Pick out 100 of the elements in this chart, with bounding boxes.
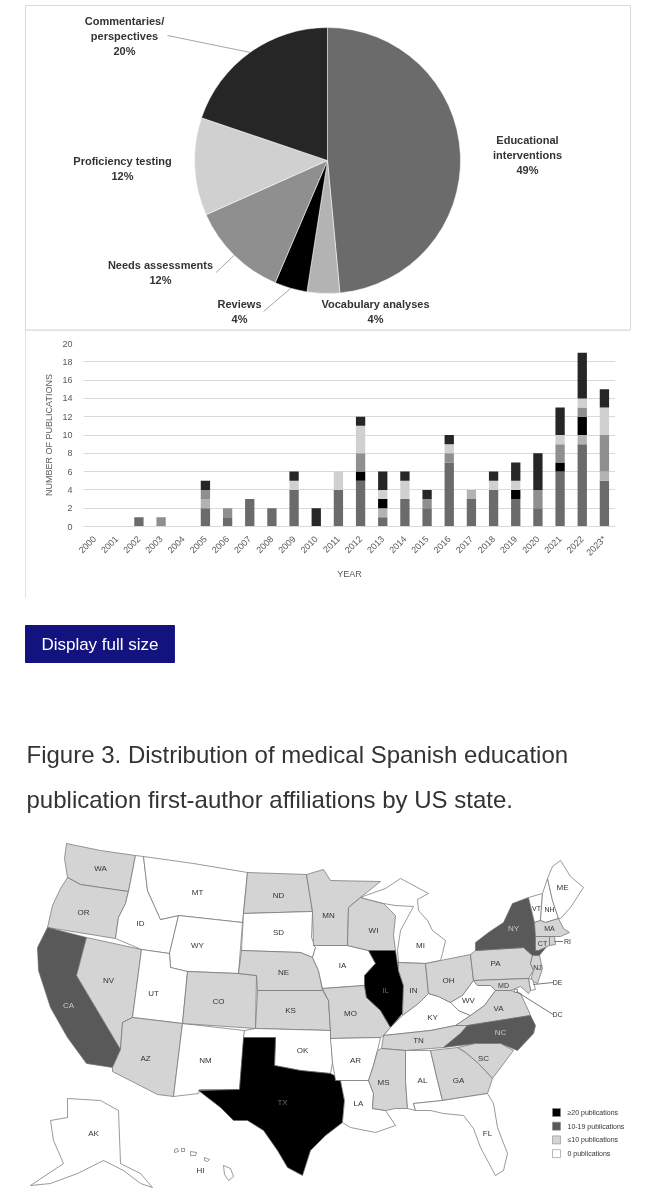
bar: [511, 462, 521, 481]
bar: [200, 489, 211, 500]
y-tick-label: 8: [67, 448, 73, 459]
bar: [400, 471, 410, 481]
bar: [444, 453, 454, 463]
category-label: CO: [212, 997, 225, 1006]
bar: [511, 499, 521, 527]
slice-label: Educational interventions: [492, 133, 563, 161]
bar: [333, 489, 344, 527]
data-label: 4%: [367, 313, 384, 325]
bar: [222, 517, 233, 527]
y-tick-label: 0: [67, 521, 73, 532]
bar: [577, 416, 587, 435]
bar: [245, 499, 255, 527]
category-label: TX: [277, 1098, 289, 1107]
bar: [422, 489, 432, 500]
bar: [599, 407, 610, 435]
category-label: FL: [482, 1129, 493, 1138]
bar: [378, 471, 388, 490]
category-label: LA: [353, 1099, 365, 1108]
category-label: WA: [94, 864, 108, 873]
text: Display full size: [41, 634, 159, 654]
category-label: CA: [62, 1001, 75, 1010]
y-tick-label: 10: [62, 430, 73, 440]
bar: [533, 489, 543, 509]
bar: [488, 489, 499, 527]
bar: [444, 435, 454, 445]
category-label: OR: [77, 908, 90, 917]
data-label: 49%: [516, 163, 539, 176]
bar: [577, 435, 587, 445]
category-label: KY: [427, 1013, 439, 1022]
bar: [378, 517, 388, 527]
bar: [577, 352, 587, 399]
bar: [488, 480, 499, 490]
category-label: HI: [196, 1166, 205, 1175]
category-label: ND: [272, 891, 285, 900]
bar: [289, 471, 299, 481]
x-axis-title: YEAR: [337, 569, 363, 580]
category-label: MT: [191, 888, 204, 897]
category-label: NC: [494, 1028, 507, 1037]
y-tick-label: 6: [67, 466, 73, 477]
category-label: SD: [272, 928, 285, 937]
bar: [422, 499, 432, 509]
slice-label: Commentaries/perspectives: [84, 14, 165, 42]
data-label: 12%: [111, 170, 134, 182]
bar: [599, 389, 610, 408]
bar: [222, 508, 233, 518]
category-label: ID: [136, 919, 145, 928]
bar: [511, 489, 521, 500]
bar: [444, 444, 454, 454]
category-label: UT: [148, 989, 159, 998]
y-tick-label: 18: [62, 356, 73, 367]
category-label: MS: [377, 1078, 390, 1087]
bar: [555, 444, 565, 463]
bar: [555, 407, 565, 435]
y-tick-label: 2: [67, 503, 73, 514]
category-label: WY: [191, 941, 205, 950]
y-tick-label: 20: [62, 338, 73, 349]
bar: [466, 499, 477, 527]
y-tick-label: 14: [62, 393, 73, 404]
category-label: NY: [507, 924, 520, 933]
category-label: IL: [382, 986, 390, 995]
category-label: VA: [493, 1004, 505, 1013]
bar: [267, 508, 277, 527]
category-label: OK: [296, 1046, 309, 1055]
bar: [488, 471, 499, 481]
bar: [355, 453, 366, 472]
bar: [156, 517, 166, 527]
bar: [577, 444, 587, 527]
bar: [555, 471, 565, 527]
bar: [533, 453, 543, 490]
category-label: WI: [368, 926, 379, 935]
bar: [577, 407, 587, 417]
category-label: WV: [462, 996, 476, 1005]
category-label: ME: [556, 883, 569, 892]
bar: [533, 508, 543, 527]
bar: [400, 499, 410, 527]
bar: [555, 435, 565, 445]
bar: [378, 508, 388, 518]
y-tick-label: 12: [62, 411, 73, 422]
bar: [577, 398, 587, 408]
bar: [134, 517, 144, 527]
bar: [333, 471, 344, 490]
bar: [444, 462, 454, 527]
bar: [200, 480, 211, 490]
bar: [355, 480, 366, 527]
slice-label: Reviews: [217, 298, 262, 310]
category-label: MI: [416, 941, 425, 950]
category-label: GA: [452, 1076, 465, 1085]
category-label: MO: [344, 1009, 357, 1018]
slice-label: Vocabulary analyses: [321, 298, 430, 310]
category-label: PA: [490, 959, 502, 968]
bar: [289, 489, 299, 527]
category-label: SC: [477, 1054, 490, 1063]
bar: [200, 499, 211, 509]
category-label: NV: [102, 976, 115, 985]
bar: [355, 471, 366, 481]
category-label: MN: [322, 911, 335, 920]
data-label: 12%: [149, 274, 172, 286]
category-label: IN: [409, 986, 418, 995]
